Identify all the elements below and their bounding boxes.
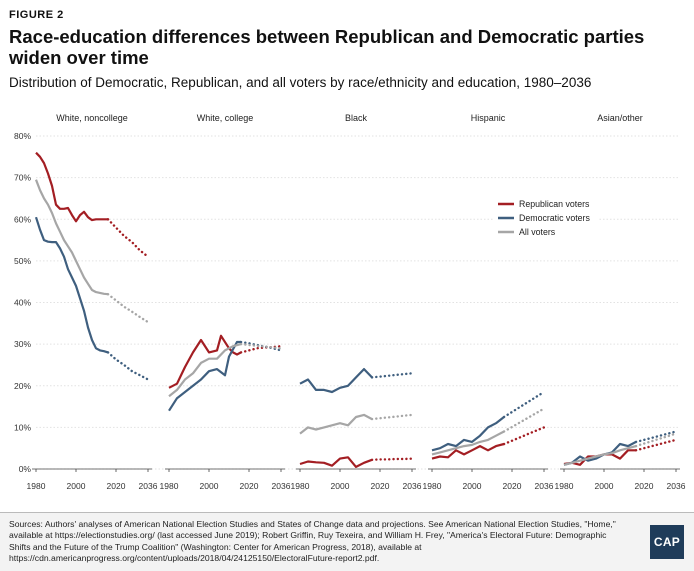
x-tick-label: 2020: [503, 481, 522, 491]
series-line: [431, 416, 505, 452]
y-tick-label: 0%: [19, 464, 32, 474]
series-line: [299, 456, 373, 468]
series-line: [299, 368, 373, 394]
panel-0: White, noncollege 1980 2000 2020 2036: [27, 113, 158, 491]
projection-line: [239, 342, 283, 350]
panel-title: Asian/other: [597, 113, 643, 123]
panel-title: White, noncollege: [56, 113, 128, 123]
x-tick-label: 2000: [67, 481, 86, 491]
sources-note: Sources: Authors' analyses of American N…: [9, 519, 616, 564]
x-tick-label: 2036: [667, 481, 686, 491]
cap-logo: CAP: [650, 525, 684, 559]
x-tick-label: 2000: [463, 481, 482, 491]
y-tick-label: 50%: [14, 256, 31, 266]
footer: Sources: Authors' analyses of American N…: [0, 513, 694, 571]
projection-line: [502, 426, 546, 446]
panel-title: Black: [345, 113, 368, 123]
footer-divider: [0, 512, 694, 513]
projection-line: [634, 438, 678, 452]
y-tick-label: 40%: [14, 298, 31, 308]
panel-3: Hispanic 1980 2000 2020 2036: [423, 113, 554, 491]
panel-2: Black 1980 2000 2020 2036: [291, 113, 422, 491]
series-line: [431, 430, 505, 456]
x-tick-label: 2020: [371, 481, 390, 491]
x-tick-label: 2000: [595, 481, 614, 491]
series-line: [168, 334, 242, 389]
y-tick-label: 60%: [14, 214, 31, 224]
legend-label: All voters: [519, 227, 556, 237]
y-tick-label: 70%: [14, 173, 31, 183]
panel-1: White, college 1980 2000 2020 2036: [160, 113, 291, 491]
x-tick-label: 2000: [200, 481, 219, 491]
x-tick-label: 2020: [107, 481, 126, 491]
projection-line: [106, 351, 150, 381]
small-multiples-chart: 0%10%20%30%40%50%60%70%80%White, noncoll…: [14, 113, 686, 491]
projection-line: [239, 345, 283, 354]
projection-line: [106, 293, 150, 324]
legend-label: Republican voters: [519, 199, 590, 209]
panel-4: Asian/other 1980 2000 2020 2036: [555, 113, 686, 491]
x-tick-label: 2036: [403, 481, 422, 491]
projection-line: [239, 340, 283, 352]
projection-line: [634, 432, 678, 448]
series-line: [34, 179, 109, 296]
projection-line: [634, 430, 678, 444]
series-line: [299, 413, 373, 435]
series-line: [34, 216, 109, 354]
y-tick-label: 30%: [14, 339, 31, 349]
figure-label: FIGURE 2: [9, 9, 64, 21]
x-tick-label: 1980: [160, 481, 179, 491]
y-tick-label: 20%: [14, 381, 31, 391]
x-tick-label: 2000: [331, 481, 350, 491]
projection-line: [502, 390, 546, 419]
series-line: [563, 445, 637, 466]
legend-label: Democratic voters: [519, 213, 590, 223]
x-tick-label: 1980: [555, 481, 574, 491]
x-tick-label: 2036: [139, 481, 158, 491]
y-tick-label: 10%: [14, 422, 31, 432]
chart-subtitle: Distribution of Democratic, Republican, …: [9, 75, 592, 90]
projection-line: [370, 457, 414, 461]
x-tick-label: 2036: [535, 481, 554, 491]
x-tick-label: 1980: [291, 481, 310, 491]
series-line: [168, 343, 242, 398]
panel-title: Hispanic: [471, 113, 506, 123]
x-tick-label: 2020: [635, 481, 654, 491]
panel-title: White, college: [197, 113, 254, 123]
legend: Republican voters Democratic voters All vo…: [493, 193, 598, 243]
projection-line: [106, 218, 150, 258]
y-tick-label: 80%: [14, 131, 31, 141]
series-line: [431, 442, 505, 460]
x-tick-label: 2036: [272, 481, 291, 491]
x-tick-label: 1980: [27, 481, 46, 491]
series-line: [35, 151, 108, 223]
x-tick-label: 1980: [423, 481, 442, 491]
series-line: [168, 340, 241, 412]
chart-title: Race-education differences between Repub…: [9, 26, 645, 68]
x-tick-label: 2020: [240, 481, 259, 491]
projection-line: [370, 413, 414, 421]
projection-line: [370, 372, 414, 379]
projection-line: [502, 407, 546, 433]
